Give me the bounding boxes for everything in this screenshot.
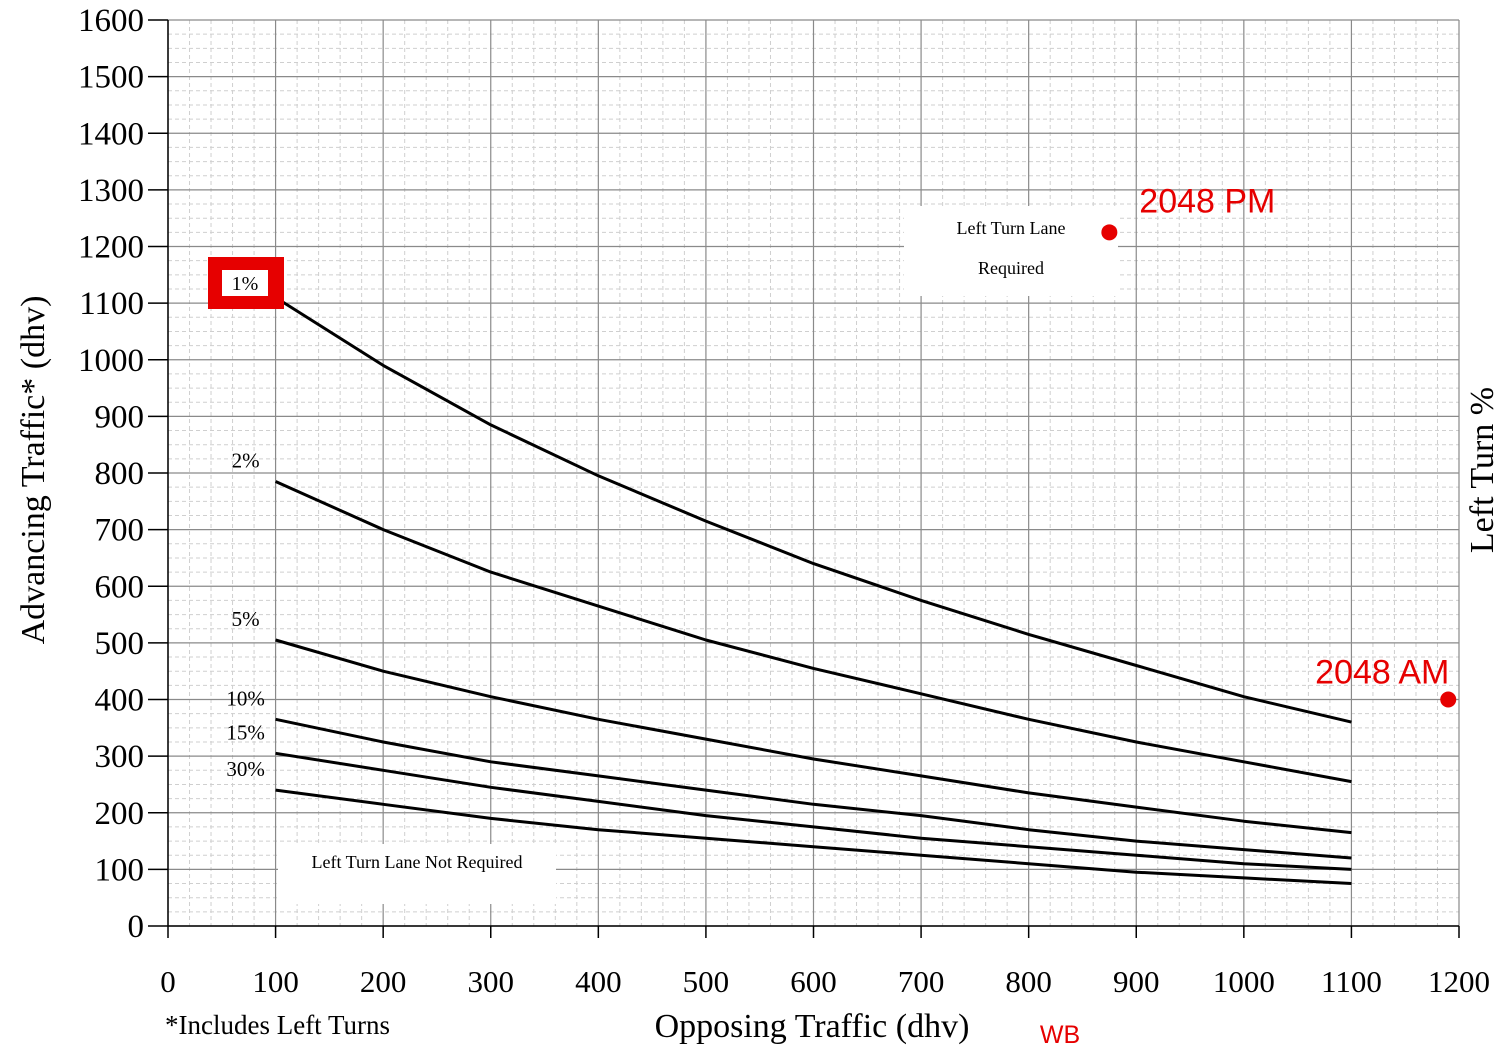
y-axis-label: Advancing Traffic* (dhv): [15, 296, 52, 645]
series-labels: 1% 2% 5% 10% 15% 30%: [208, 257, 284, 781]
x-tick-label: 1200: [1428, 964, 1490, 999]
y-tick-label: 1000: [78, 343, 144, 379]
x-tick-label: 800: [1005, 964, 1052, 999]
series-line-5: [275, 751, 1352, 871]
y-tick-label: 0: [128, 909, 145, 945]
series-label: 10%: [226, 686, 265, 710]
x-tick-label: 1100: [1321, 964, 1382, 999]
x-tick-label: 500: [683, 964, 730, 999]
not-required-label: Left Turn Lane Not Required: [312, 852, 523, 872]
x-tick-label: 300: [468, 964, 515, 999]
x-axis-label: Opposing Traffic (dhv): [655, 1008, 970, 1045]
x-tick-label: 600: [790, 964, 837, 999]
annotation-label: 2048 AM: [1315, 654, 1449, 692]
series-label: 2%: [232, 448, 260, 472]
y-tick-label: 1100: [79, 286, 144, 322]
x-tick-label: 400: [575, 964, 622, 999]
x-tick-label: 100: [252, 964, 299, 999]
y-tick-label: 300: [95, 739, 145, 775]
series-label: 5%: [232, 607, 260, 631]
series-label: 15%: [226, 720, 265, 744]
series-line-4: [275, 717, 1352, 860]
y-tick-label: 400: [95, 683, 145, 719]
y-tick-label: 1500: [78, 60, 144, 96]
right-axis-label: Left Turn %: [1464, 387, 1501, 553]
y-tick-label: 1200: [78, 230, 144, 266]
footnote: *Includes Left Turns: [165, 1010, 390, 1040]
series-line-6: [275, 788, 1352, 885]
required-label-line2: Required: [978, 258, 1044, 278]
y-tick-label: 200: [95, 796, 145, 832]
series-label: 1%: [232, 273, 259, 295]
x-tick-label: 0: [160, 964, 176, 999]
x-tick-label: 1000: [1213, 964, 1275, 999]
x-tick-label: 200: [360, 964, 407, 999]
x-tick-label: 700: [898, 964, 945, 999]
required-label-box: [904, 206, 1118, 296]
annotations: 2048 PM 2048 AM: [1101, 182, 1457, 708]
series-line-3: [275, 638, 1352, 835]
series-line-2: [274, 480, 1352, 784]
region-label-boxes: Left Turn Lane Required Left Turn Lane Not…: [278, 206, 1118, 904]
y-tick-label: 700: [95, 513, 145, 549]
y-tick-label: 900: [95, 399, 145, 435]
major-grid: [167, 19, 1460, 927]
annotation-label: 2048 PM: [1139, 182, 1275, 220]
y-tick-label: 600: [95, 569, 145, 605]
y-tick-label: 1300: [78, 173, 144, 209]
y-tick-label: 800: [95, 456, 145, 492]
direction-label: WB: [1040, 1021, 1080, 1049]
y-tick-label: 100: [95, 852, 145, 888]
series-lines: [274, 296, 1352, 885]
not-required-label-box: [278, 844, 556, 904]
annotation-point: [1101, 224, 1118, 241]
series-line-1: [274, 296, 1352, 724]
y-tick-label: 500: [95, 626, 145, 662]
highlight-box-inner: [222, 270, 268, 296]
tick-labels: 0100200300400500600700800900100011001200…: [78, 3, 1490, 999]
axes: [148, 19, 1460, 938]
y-tick-label: 1400: [78, 116, 144, 152]
x-tick-label: 900: [1113, 964, 1160, 999]
annotation-point: [1440, 691, 1457, 708]
series-label: 30%: [226, 757, 265, 781]
y-tick-label: 1600: [78, 3, 144, 39]
required-label-line1: Left Turn Lane: [957, 218, 1066, 238]
